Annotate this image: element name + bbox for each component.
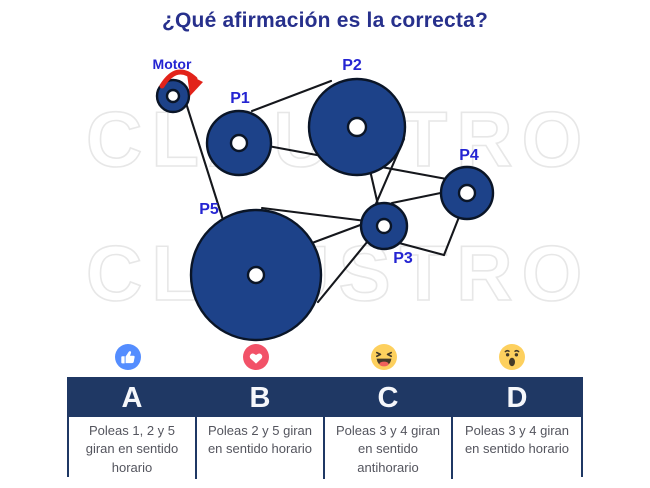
motor-rotation-arrow-icon xyxy=(159,69,203,96)
belt-p5-p3-top xyxy=(260,206,368,223)
pulley-p1 xyxy=(205,109,273,177)
label-p5: P5 xyxy=(199,201,219,218)
option-a-text[interactable]: Poleas 1, 2 y 5 giran en sentido horario xyxy=(69,417,197,479)
question-title: ¿Qué afirmación es la correcta? xyxy=(162,9,488,32)
option-c-text[interactable]: Poleas 3 y 4 giran en sentido antihorari… xyxy=(325,417,453,479)
pulley-p2 xyxy=(307,77,407,177)
belt-p5-p3-bottom xyxy=(316,234,374,304)
label-p1: P1 xyxy=(230,90,250,107)
belt-p3-p4-bottom-a xyxy=(397,241,446,257)
wow-icon xyxy=(499,344,525,370)
pulley-p5 xyxy=(189,208,323,342)
haha-icon xyxy=(371,344,397,370)
option-d-text[interactable]: Poleas 3 y 4 giran en sentido horario xyxy=(453,417,581,479)
belt-motor-p1-p5 xyxy=(184,101,226,225)
label-p2: P2 xyxy=(342,57,362,74)
belt-p3-p4-bottom-b xyxy=(442,210,463,257)
belt-p1-p2-top xyxy=(250,79,333,113)
option-b-header[interactable]: B xyxy=(197,379,325,417)
like-icon xyxy=(115,344,141,370)
label-p3: P3 xyxy=(393,250,413,267)
label-motor: Motor xyxy=(153,56,192,72)
pulley-motor xyxy=(155,78,191,114)
watermark-text: CLAUSTRO xyxy=(86,229,591,317)
option-b-text[interactable]: Poleas 2 y 5 giran en sentido horario xyxy=(197,417,325,479)
pulley-p4 xyxy=(439,165,495,221)
label-p4: P4 xyxy=(459,147,479,164)
answer-table: A B C D Poleas 1, 2 y 5 giran en sentido… xyxy=(67,377,583,479)
option-c-header[interactable]: C xyxy=(325,379,453,417)
option-d-header[interactable]: D xyxy=(453,379,581,417)
option-a-header[interactable]: A xyxy=(69,379,197,417)
belt-p3-p5-cross xyxy=(310,222,365,245)
pulley-p3 xyxy=(359,201,409,251)
love-icon xyxy=(243,344,269,370)
